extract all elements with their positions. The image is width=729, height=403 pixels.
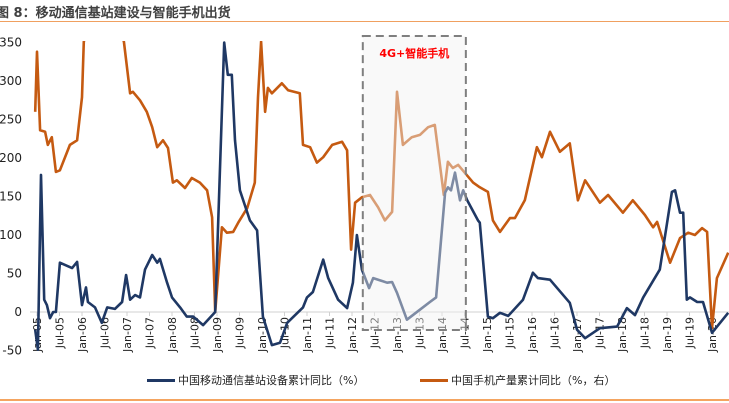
x-tick-label: Jan-10 <box>256 317 269 353</box>
x-tick-label: Jul-18 <box>639 317 652 349</box>
x-tick-label: Jan-11 <box>301 317 314 353</box>
x-tick-label: Jul-19 <box>684 317 697 349</box>
y-tick-label: 0 <box>14 305 22 319</box>
x-tick-label: Jan-12 <box>346 317 359 353</box>
legend-item-phone-output: 中国手机产量累计同比（%，右） <box>420 372 615 388</box>
y-tick-label: 150 <box>0 190 22 204</box>
x-tick-label: Jul-05 <box>54 317 67 349</box>
x-tick-label: Jul-08 <box>189 317 202 349</box>
y-tick-label: 50 <box>7 267 22 281</box>
x-tick-label: Jul-15 <box>504 317 517 349</box>
x-tick-label: Jul-16 <box>549 317 562 349</box>
highlight-label: 4G+智能手机 <box>379 46 449 60</box>
y-tick-label: 100 <box>0 228 22 242</box>
x-tick-label: Jul-12 <box>369 317 382 349</box>
legend-swatch-orange <box>420 378 448 382</box>
x-tick-label: Jan-17 <box>571 317 584 353</box>
x-tick-label: Jul-13 <box>414 317 427 349</box>
y-tick-label: 350 <box>0 36 22 50</box>
x-tick-label: Jan-15 <box>481 317 494 353</box>
x-tick-label: Jan-19 <box>661 317 674 353</box>
x-tick-label: Jan-07 <box>121 317 134 353</box>
y-tick-label: 250 <box>0 113 22 127</box>
y-axis: 350 300 250 200 150 100 50 0 -50 <box>0 36 22 358</box>
x-tick-label: Jan-06 <box>76 317 89 353</box>
y-tick-label: 200 <box>0 151 22 165</box>
y-tick-label: -50 <box>2 344 22 358</box>
title-divider <box>0 21 729 22</box>
x-tick-label: Jul-14 <box>459 317 472 349</box>
legend-label: 中国移动通信基站设备累计同比（%） <box>178 374 365 387</box>
highlight-box-4g <box>361 35 467 331</box>
y-tick-label: 300 <box>0 74 22 88</box>
x-tick-label: Jan-18 <box>616 317 629 353</box>
x-tick-label: Jul-07 <box>144 317 157 349</box>
legend-label: 中国手机产量累计同比（%，右） <box>451 374 616 387</box>
figure-title: 图 8：移动通信基站建设与智能手机出货 <box>0 6 231 21</box>
x-tick-label: Jul-17 <box>594 317 607 349</box>
x-tick-label: Jan-13 <box>391 317 404 353</box>
x-axis: Jan-05 Jul-05 Jan-06 Jul-06 Jan-07 Jul-07 Jan-… <box>31 312 729 353</box>
legend-item-base-station: 中国移动通信基站设备累计同比（%） <box>147 372 364 388</box>
legend-swatch-blue <box>147 378 175 382</box>
x-tick-label: Jan-16 <box>526 317 539 353</box>
x-tick-label: Jul-11 <box>324 317 337 349</box>
x-tick-label: Jan-09 <box>211 317 224 353</box>
series-line-phone-output <box>33 41 729 330</box>
x-tick-label: Jan-14 <box>436 317 449 353</box>
series-line-base-station <box>33 41 729 351</box>
x-tick-label: Jan-08 <box>166 317 179 353</box>
footer-divider <box>0 399 729 401</box>
x-tick-label: Jul-06 <box>99 317 112 349</box>
x-tick-label: Jul-09 <box>234 317 247 349</box>
